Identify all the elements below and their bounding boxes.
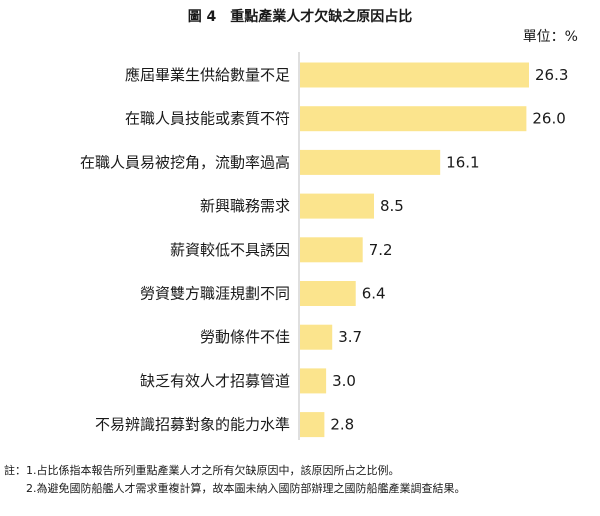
- footnotes: 註：1.占比係指本報告所列重點產業人才之所有欠缺原因中，該原因所占之比例。 2.…: [4, 462, 466, 498]
- bar: [300, 193, 375, 219]
- bar: [300, 368, 327, 394]
- category-label: 在職人員技能或素質不符: [125, 110, 290, 128]
- value-label: 2.8: [330, 416, 354, 434]
- category-label: 在職人員易被挖角，流動率過高: [80, 153, 290, 171]
- value-label: 3.7: [338, 328, 362, 346]
- category-label: 應屆畢業生供給數量不足: [125, 66, 290, 84]
- category-label: 不易辨識招募對象的能力水準: [95, 416, 290, 434]
- category-label: 勞動條件不佳: [200, 328, 290, 346]
- bar: [300, 237, 363, 263]
- bar: [300, 281, 356, 306]
- category-label: 勞資雙方職涯規劃不同: [140, 285, 290, 303]
- value-label: 8.5: [380, 197, 404, 215]
- bar-chart: 應屆畢業生供給數量不足 26.3 在職人員技能或素質不符 26.0 在職人員易被挖角，流…: [80, 52, 568, 440]
- footnote-1: 註：1.占比係指本報告所列重點產業人才之所有欠缺原因中，該原因所占之比例。: [4, 464, 400, 477]
- value-label: 26.0: [532, 110, 565, 128]
- bar: [300, 149, 441, 175]
- bar: [300, 324, 333, 350]
- footnote-2: 2.為避免國防船艦人才需求重複計算，故本圖未納入國防部辦理之國防船艦產業調查結果…: [26, 482, 466, 495]
- category-label: 新興職務需求: [200, 197, 290, 215]
- category-label: 薪資較低不具誘因: [170, 241, 290, 259]
- value-label: 26.3: [535, 66, 568, 84]
- bars-layer: 應屆畢業生供給數量不足 26.3 在職人員技能或素質不符 26.0 在職人員易被挖角，流…: [80, 62, 568, 438]
- unit-label: 單位：%: [522, 29, 578, 45]
- value-label: 6.4: [362, 285, 386, 303]
- value-label: 16.1: [446, 153, 479, 171]
- category-label: 缺乏有效人才招募管道: [140, 372, 290, 390]
- bar: [300, 62, 529, 88]
- chart-title: 圖 4 重點產業人才欠缺之原因占比: [187, 9, 413, 25]
- bar: [300, 106, 527, 132]
- value-label: 7.2: [369, 241, 393, 259]
- value-label: 3.0: [332, 372, 356, 390]
- bar: [300, 412, 325, 438]
